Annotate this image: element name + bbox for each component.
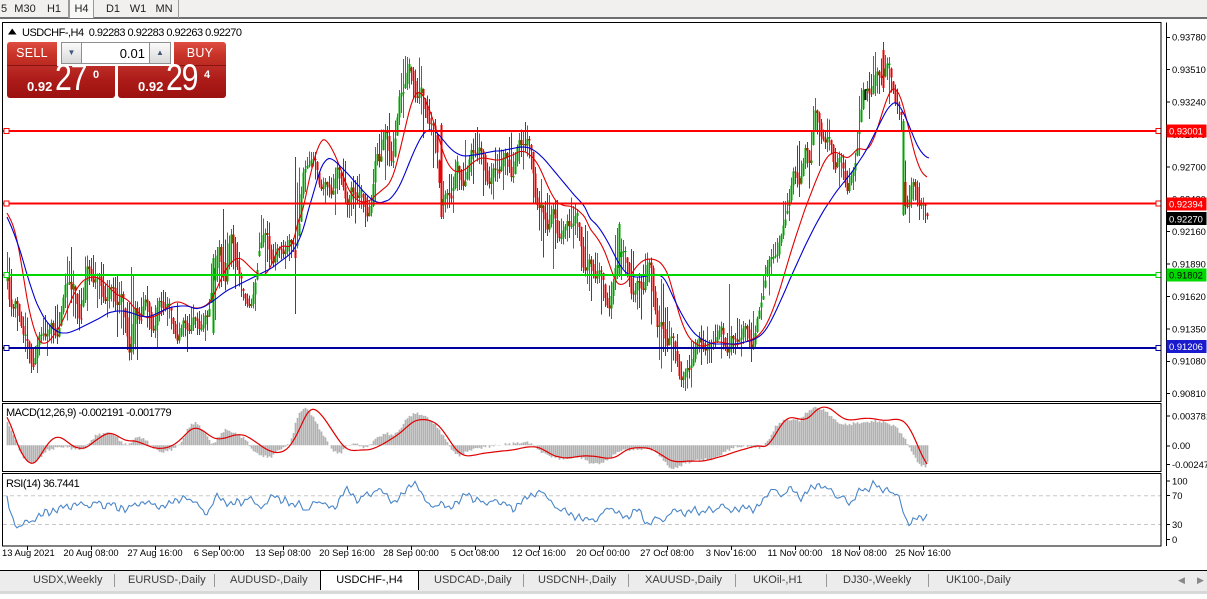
svg-text:18 Nov 08:00: 18 Nov 08:00 xyxy=(831,547,887,558)
svg-text:20 Oct 00:00: 20 Oct 00:00 xyxy=(576,547,630,558)
svg-text:0.91620: 0.91620 xyxy=(1172,291,1206,302)
svg-text:27 Oct 08:00: 27 Oct 08:00 xyxy=(640,547,694,558)
svg-text:0.93001: 0.93001 xyxy=(1169,126,1203,137)
svg-text:0.92270: 0.92270 xyxy=(1169,213,1203,224)
svg-text:0.00: 0.00 xyxy=(1172,440,1190,451)
svg-text:0.93510: 0.93510 xyxy=(1172,64,1206,75)
svg-text:0.93240: 0.93240 xyxy=(1172,97,1206,108)
svg-text:0.91350: 0.91350 xyxy=(1172,323,1206,334)
svg-text:5 Oct 08:00: 5 Oct 08:00 xyxy=(451,547,499,558)
svg-text:0.92700: 0.92700 xyxy=(1172,161,1206,172)
svg-text:MACD(12,26,9) -0.002191 -0.001: MACD(12,26,9) -0.002191 -0.001779 xyxy=(6,407,171,419)
svg-text:0.93780: 0.93780 xyxy=(1172,32,1206,43)
svg-text:25 Nov 16:00: 25 Nov 16:00 xyxy=(895,547,951,558)
svg-text:28 Sep 00:00: 28 Sep 00:00 xyxy=(383,547,439,558)
svg-text:USDCHF-,H4 0.92283 0.92283 0.: USDCHF-,H4 0.92283 0.92283 0.92263 0.922… xyxy=(22,27,242,39)
svg-text:0.91080: 0.91080 xyxy=(1172,356,1206,367)
svg-text:70: 70 xyxy=(1172,490,1182,501)
svg-text:0: 0 xyxy=(1172,534,1177,545)
svg-text:12 Oct 16:00: 12 Oct 16:00 xyxy=(512,547,566,558)
svg-text:20 Sep 16:00: 20 Sep 16:00 xyxy=(319,547,375,558)
svg-text:13 Aug 2021: 13 Aug 2021 xyxy=(2,547,55,558)
svg-text:20 Aug 08:00: 20 Aug 08:00 xyxy=(63,547,118,558)
svg-text:27 Aug 16:00: 27 Aug 16:00 xyxy=(127,547,182,558)
svg-text:30: 30 xyxy=(1172,519,1182,530)
svg-text:0.92160: 0.92160 xyxy=(1172,226,1206,237)
svg-text:0.003781: 0.003781 xyxy=(1172,411,1207,422)
svg-text:0.91802: 0.91802 xyxy=(1169,270,1203,281)
svg-text:0.91206: 0.91206 xyxy=(1169,341,1203,352)
svg-text:3 Nov 16:00: 3 Nov 16:00 xyxy=(706,547,757,558)
svg-text:0.92394: 0.92394 xyxy=(1169,198,1203,209)
svg-text:6 Sep 00:00: 6 Sep 00:00 xyxy=(194,547,245,558)
svg-text:RSI(14) 36.7441: RSI(14) 36.7441 xyxy=(6,478,80,490)
svg-text:0.90810: 0.90810 xyxy=(1172,388,1206,399)
svg-text:13 Sep 08:00: 13 Sep 08:00 xyxy=(255,547,311,558)
svg-text:-0.002470: -0.002470 xyxy=(1172,459,1207,470)
svg-text:11 Nov 00:00: 11 Nov 00:00 xyxy=(767,547,822,558)
svg-text:100: 100 xyxy=(1172,475,1188,486)
svg-text:0.91890: 0.91890 xyxy=(1172,259,1206,270)
